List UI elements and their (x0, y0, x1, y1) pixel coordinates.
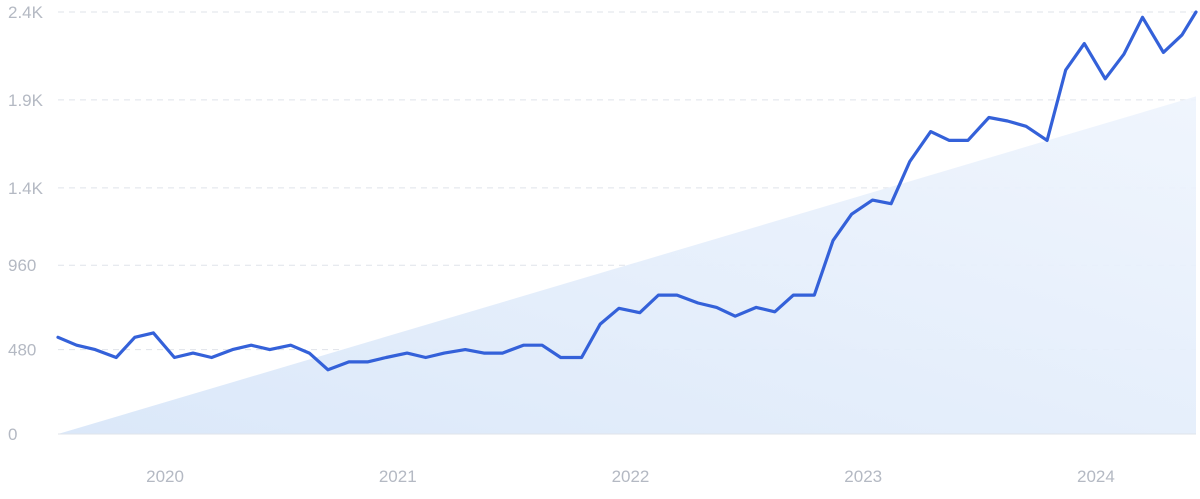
data-point (813, 294, 816, 297)
data-point (697, 302, 700, 305)
data-point (152, 331, 155, 334)
data-point (638, 311, 641, 314)
data-point (773, 310, 776, 313)
data-point (133, 336, 136, 339)
data-point (850, 213, 853, 216)
data-point (599, 323, 602, 326)
data-point (792, 294, 795, 297)
x-tick-label: 2022 (612, 467, 650, 486)
data-point (94, 348, 97, 351)
data-point (464, 348, 467, 351)
data-point (366, 360, 369, 363)
data-point (347, 360, 350, 363)
data-point (1181, 33, 1184, 36)
y-tick-label: 1.9K (8, 91, 44, 110)
x-tick-label: 2023 (844, 467, 882, 486)
data-point (948, 139, 951, 142)
data-point (755, 306, 758, 309)
y-axis-ticks: 0 480 960 1.4K 1.9K 2.4K (8, 3, 44, 444)
data-point (541, 344, 544, 347)
data-point (1025, 125, 1028, 128)
x-tick-label: 2020 (146, 467, 184, 486)
data-point (231, 348, 234, 351)
data-point (617, 307, 620, 310)
x-tick-label: 2021 (379, 467, 417, 486)
data-point (890, 202, 893, 205)
trend-area (58, 96, 1196, 435)
data-point (832, 239, 835, 242)
y-tick-label: 2.4K (8, 3, 44, 22)
data-point (327, 368, 330, 371)
data-point (1083, 42, 1086, 45)
data-point (676, 294, 679, 297)
data-point (173, 356, 176, 359)
data-point (268, 348, 271, 351)
data-point (406, 352, 409, 355)
data-point (715, 306, 718, 309)
data-point (1006, 120, 1009, 123)
data-point (734, 315, 737, 318)
data-point (57, 336, 60, 339)
y-tick-label: 1.4K (8, 179, 44, 198)
y-tick-label: 960 (8, 256, 36, 275)
x-axis-ticks: 2020 2021 2022 2023 2024 (146, 467, 1115, 486)
data-point (657, 294, 660, 297)
search-volume-line (56, 10, 1198, 372)
data-point (987, 116, 990, 119)
data-point (115, 356, 118, 359)
x-tick-label: 2024 (1077, 467, 1115, 486)
data-point (522, 344, 525, 347)
data-point (559, 356, 562, 359)
data-point (966, 139, 969, 142)
data-point (1104, 77, 1107, 80)
y-tick-label: 0 (8, 425, 17, 444)
data-point (1141, 16, 1144, 19)
data-point (1122, 53, 1125, 56)
data-point (210, 356, 213, 359)
data-point (385, 356, 388, 359)
data-point (424, 356, 427, 359)
data-point (443, 352, 446, 355)
data-point (1162, 51, 1165, 54)
data-point (580, 356, 583, 359)
data-point (192, 352, 195, 355)
data-point (308, 352, 311, 355)
data-point (289, 344, 292, 347)
data-point (482, 352, 485, 355)
y-tick-label: 480 (8, 341, 36, 360)
data-point (1195, 11, 1198, 14)
data-point (250, 344, 253, 347)
data-point (75, 344, 78, 347)
data-point (908, 160, 911, 163)
data-point (929, 130, 932, 133)
data-point (1064, 69, 1067, 72)
data-point (871, 199, 874, 202)
data-point (1046, 139, 1049, 142)
data-point (501, 352, 504, 355)
